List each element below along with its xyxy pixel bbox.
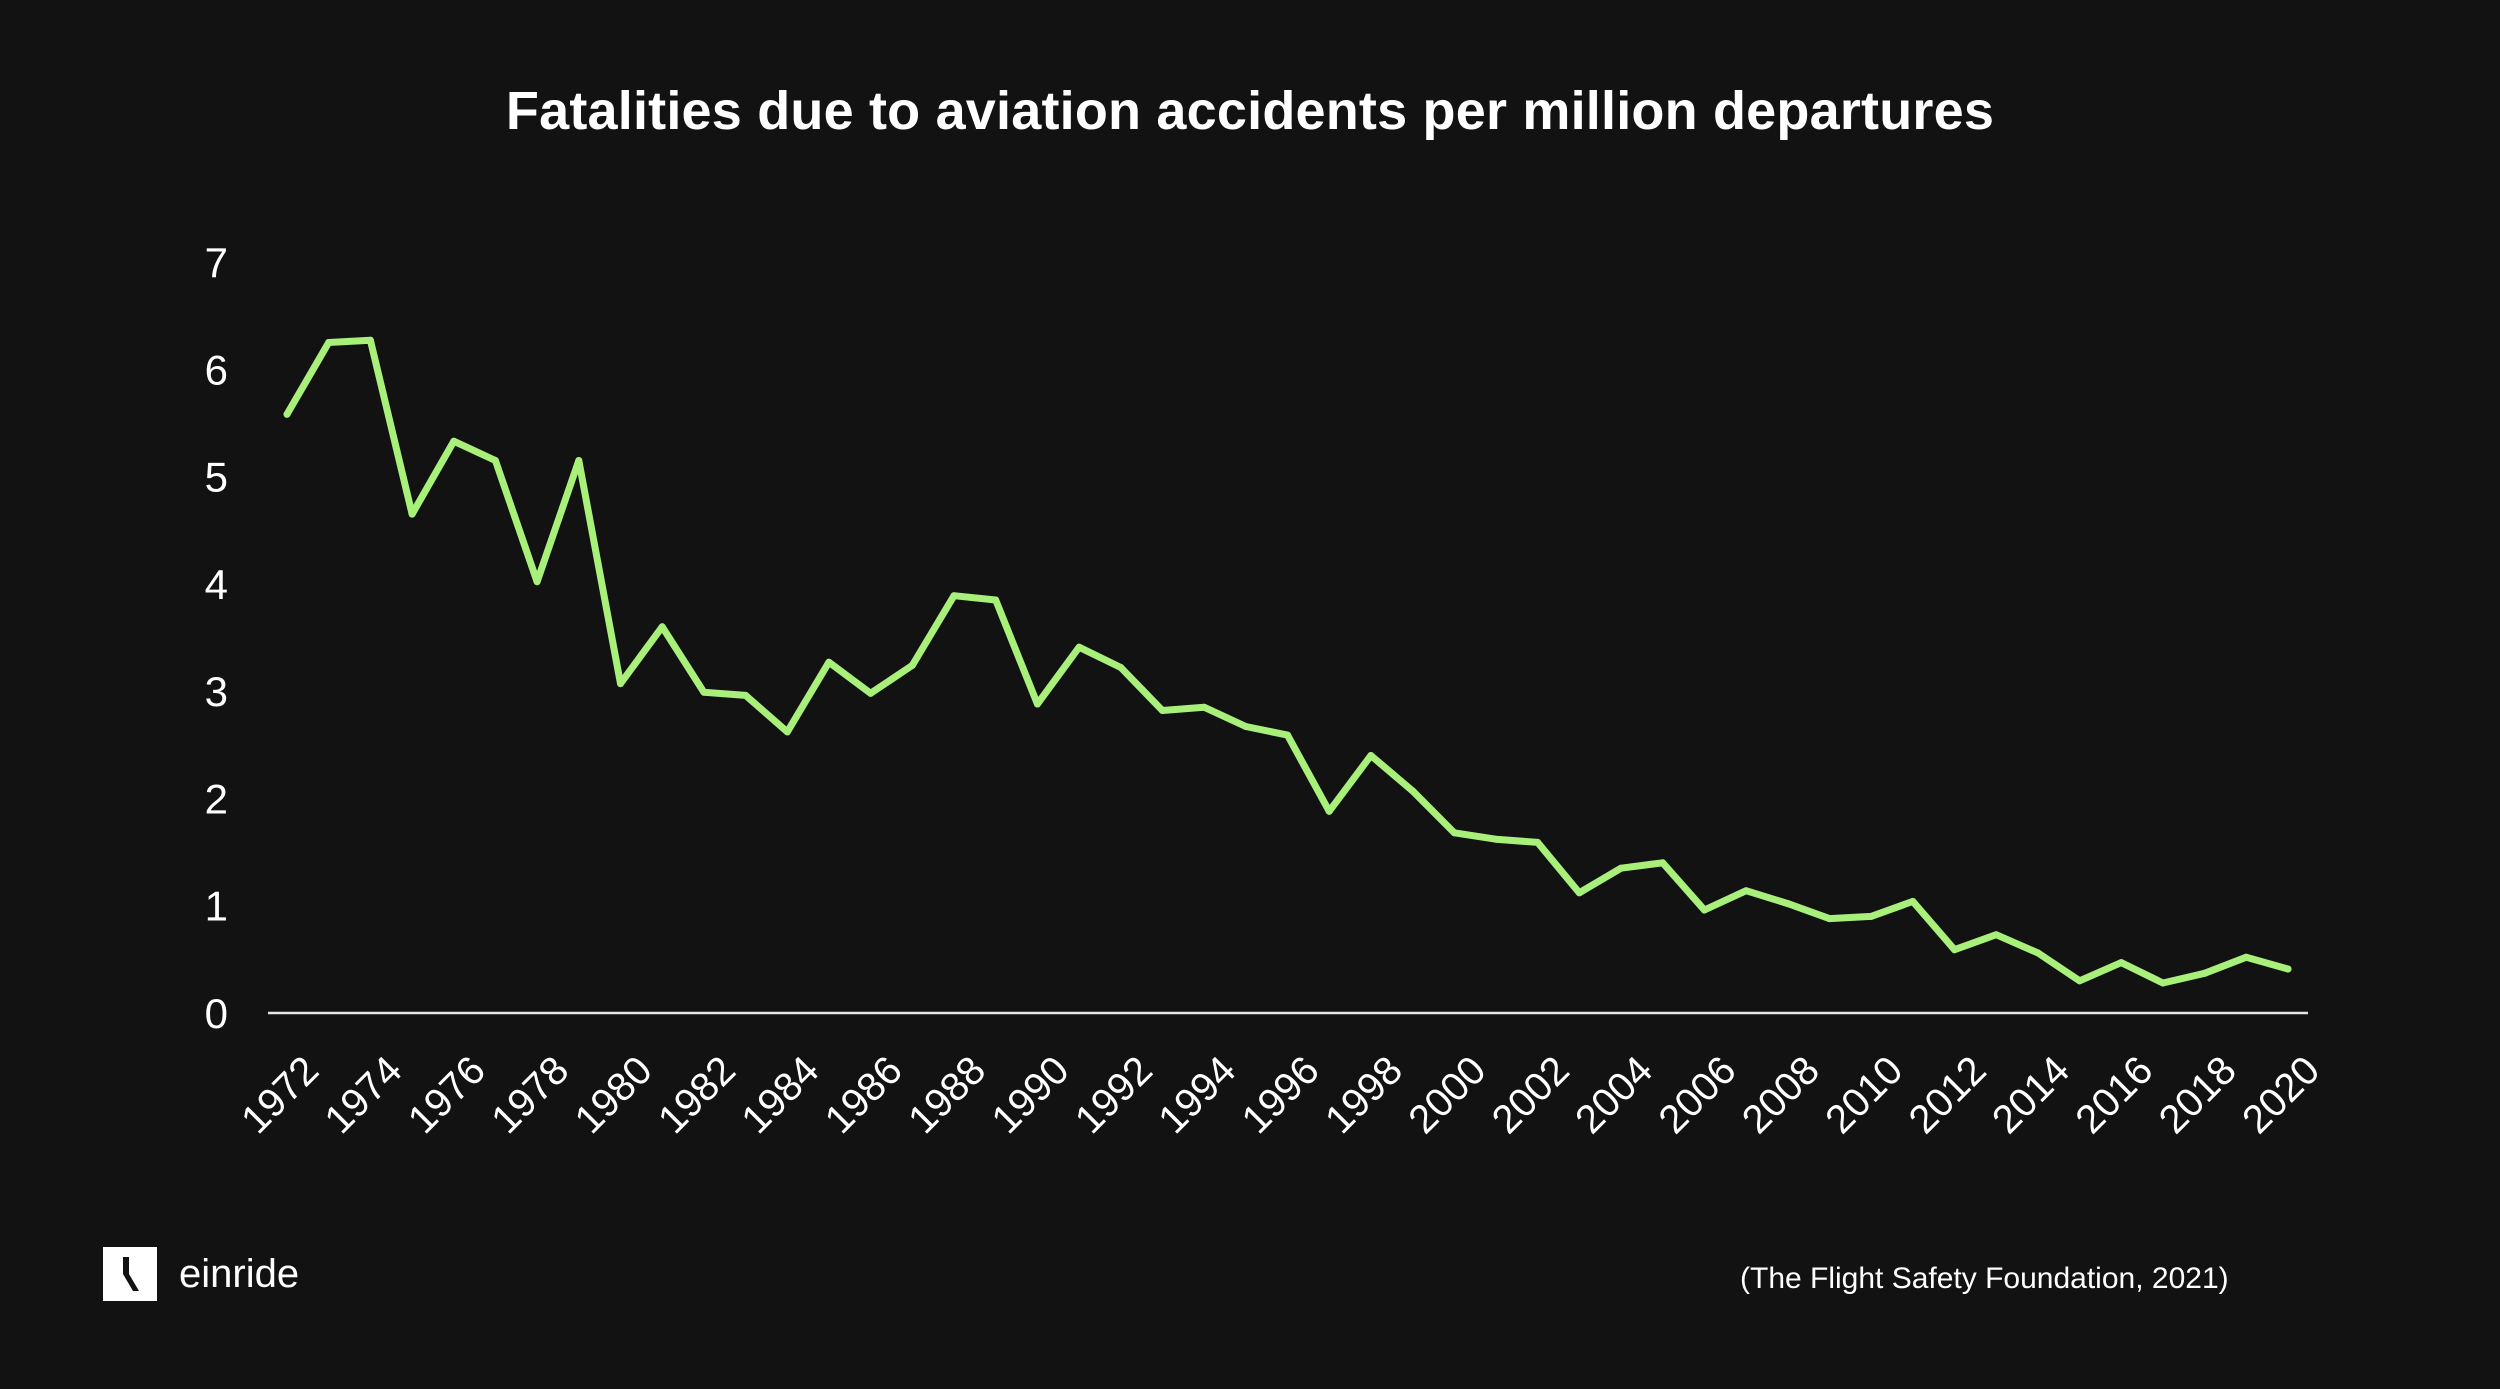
y-tick-label: 4 xyxy=(205,561,228,608)
data-point xyxy=(1534,838,1542,846)
x-tick-label: 2004 xyxy=(1567,1048,1661,1142)
x-tick-label: 2006 xyxy=(1651,1048,1745,1142)
data-point xyxy=(1742,887,1750,895)
data-point xyxy=(1033,700,1041,708)
data-point xyxy=(2117,959,2125,967)
x-tick-label: 2018 xyxy=(2151,1048,2245,1142)
x-tick-label: 2020 xyxy=(2234,1048,2328,1142)
data-point xyxy=(1825,915,1833,923)
data-point xyxy=(2159,979,2167,987)
y-axis-ticks: 0 1 2 3 4 5 6 7 xyxy=(205,239,228,1037)
data-point xyxy=(1117,664,1125,671)
y-tick-label: 3 xyxy=(205,668,228,715)
data-point xyxy=(1242,723,1250,730)
data-point xyxy=(2284,965,2292,973)
data-point xyxy=(2201,969,2209,977)
x-tick-label: 2016 xyxy=(2067,1048,2161,1142)
data-point xyxy=(2242,953,2250,961)
y-tick-label: 7 xyxy=(205,239,228,286)
x-tick-label: 1992 xyxy=(1067,1048,1161,1142)
x-tick-label: 1988 xyxy=(900,1048,994,1142)
x-tick-label: 2014 xyxy=(1984,1048,2078,1142)
data-point xyxy=(1492,835,1500,843)
data-point xyxy=(1700,906,1708,914)
x-tick-label: 1984 xyxy=(733,1048,827,1142)
data-point xyxy=(1409,787,1417,795)
source-citation: (The Flight Safety Foundation, 2021) xyxy=(1740,1262,2229,1295)
chart-title: Fatalities due to aviation accidents per… xyxy=(505,81,1995,141)
y-tick-label: 0 xyxy=(205,990,228,1037)
data-point xyxy=(908,661,916,669)
data-point xyxy=(325,339,333,346)
x-tick-label: 1972 xyxy=(233,1048,327,1142)
x-tick-label: 1976 xyxy=(400,1048,494,1142)
data-point xyxy=(1367,752,1375,759)
x-tick-label: 1974 xyxy=(317,1048,411,1142)
data-point xyxy=(950,592,958,600)
x-tick-label: 1994 xyxy=(1150,1048,1244,1142)
brand-name: einride xyxy=(179,1251,300,1296)
data-point xyxy=(533,578,541,586)
data-point xyxy=(617,680,624,688)
data-point xyxy=(1659,859,1667,867)
x-axis-ticks: 1972197419761978198019821984198619881990… xyxy=(233,1048,2328,1142)
data-point xyxy=(1867,912,1875,920)
data-point xyxy=(742,691,750,699)
data-point xyxy=(575,457,583,464)
x-tick-label: 1980 xyxy=(567,1048,661,1142)
x-tick-label: 1996 xyxy=(1234,1048,1328,1142)
x-tick-label: 1978 xyxy=(483,1048,577,1142)
einride-logo-icon xyxy=(103,1247,157,1301)
brand-logo: einride xyxy=(103,1247,299,1301)
data-point xyxy=(1617,864,1625,872)
y-tick-label: 6 xyxy=(205,346,228,393)
data-point xyxy=(1575,889,1583,897)
x-tick-label: 2010 xyxy=(1817,1048,1911,1142)
y-tick-label: 2 xyxy=(205,775,228,822)
data-point xyxy=(2076,977,2084,985)
x-tick-label: 1986 xyxy=(817,1048,911,1142)
data-point xyxy=(783,728,791,736)
x-tick-label: 2008 xyxy=(1734,1048,1828,1142)
data-point xyxy=(1909,897,1917,905)
data-point xyxy=(2034,949,2042,957)
data-point xyxy=(1075,643,1083,651)
data-point xyxy=(1200,703,1208,711)
data-point xyxy=(1158,707,1166,714)
x-tick-label: 1990 xyxy=(984,1048,1078,1142)
data-point xyxy=(700,688,708,696)
data-point xyxy=(283,410,291,418)
data-point xyxy=(450,437,458,445)
y-tick-label: 5 xyxy=(205,454,228,501)
series-line xyxy=(283,336,2292,987)
data-point xyxy=(1450,829,1458,837)
y-tick-label: 1 xyxy=(205,883,228,930)
data-point xyxy=(992,596,1000,604)
data-point xyxy=(1325,807,1333,815)
data-point xyxy=(1284,731,1291,739)
x-tick-label: 1998 xyxy=(1317,1048,1411,1142)
x-tick-label: 2002 xyxy=(1484,1048,1578,1142)
data-point xyxy=(366,336,374,344)
data-point xyxy=(408,510,416,518)
data-point xyxy=(1784,900,1792,908)
data-point xyxy=(658,623,666,631)
x-tick-label: 2000 xyxy=(1400,1048,1494,1142)
data-point xyxy=(1992,931,2000,939)
x-tick-label: 2012 xyxy=(1901,1048,1995,1142)
data-point xyxy=(491,457,499,464)
series-group xyxy=(283,336,2292,987)
data-point xyxy=(1951,946,1958,954)
data-point xyxy=(867,689,875,697)
data-point xyxy=(825,658,833,666)
x-tick-label: 1982 xyxy=(650,1048,744,1142)
